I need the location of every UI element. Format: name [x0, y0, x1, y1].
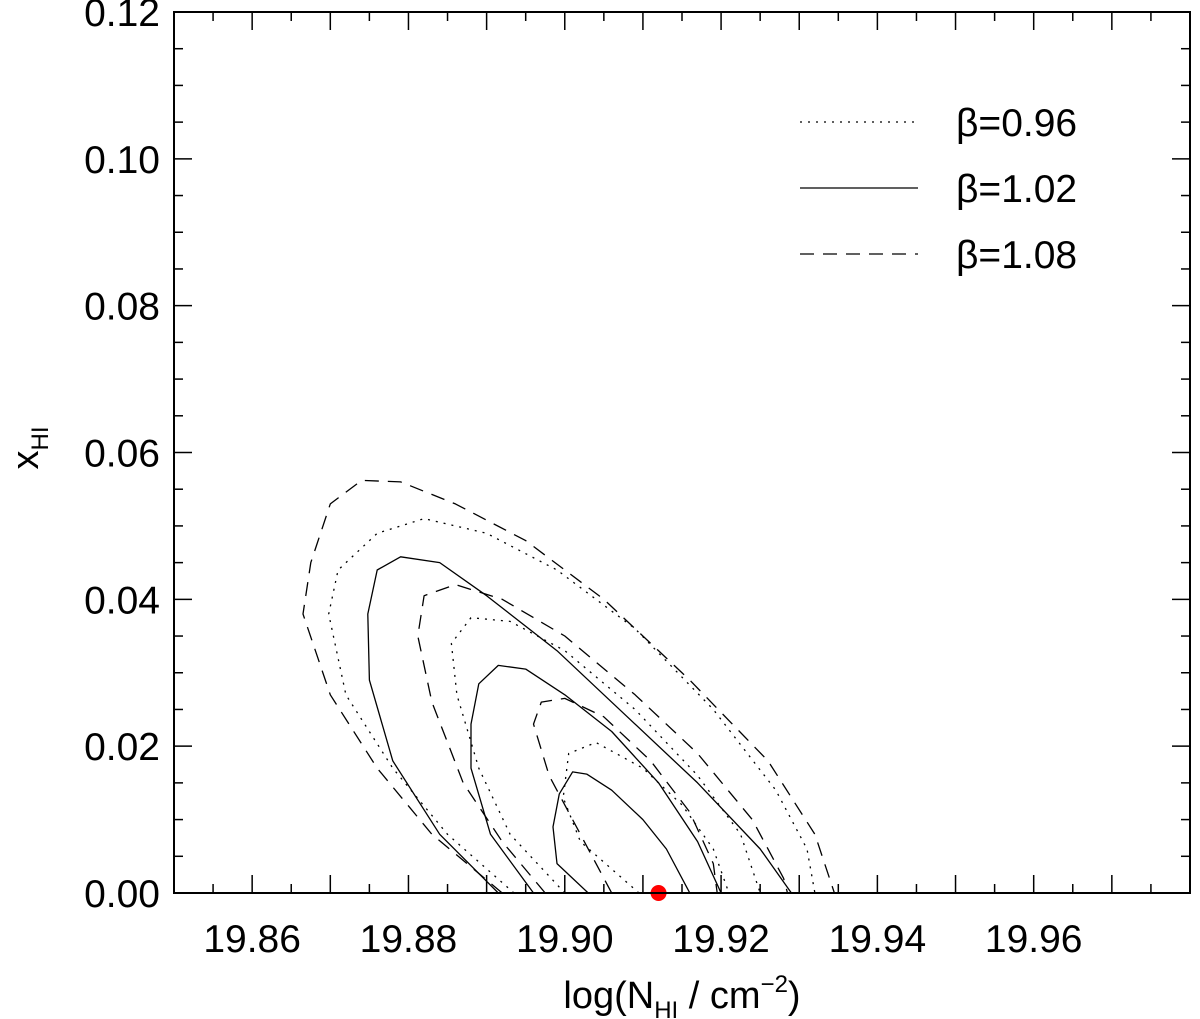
legend-label: β=1.08 [956, 234, 1077, 277]
x-tick-label: 19.86 [203, 918, 301, 961]
contour-dashed [532, 697, 718, 894]
contour-dotted [562, 741, 730, 894]
contour-lines [302, 479, 836, 894]
x-tick-label: 19.88 [360, 918, 458, 961]
x-tick-label: 19.94 [829, 918, 927, 961]
y-tick-label: 0.04 [84, 579, 160, 622]
y-tick-labels: 0.00 0.02 0.04 0.06 0.08 0.10 0.12 [84, 0, 160, 916]
legend-label: β=1.02 [956, 168, 1077, 211]
x-axis-label: log(NHI / cm−2) [563, 971, 800, 1019]
y-axis-label: xHI [5, 427, 54, 470]
contour-dotted [450, 617, 761, 894]
y-tick-label: 0.08 [84, 286, 160, 329]
x-tick-label: 19.90 [516, 918, 614, 961]
x-tick-label: 19.92 [672, 918, 770, 961]
x-tick-label: 19.96 [985, 918, 1083, 961]
y-tick-label: 0.06 [84, 433, 160, 476]
contour-solid [367, 556, 793, 894]
contour-solid [552, 771, 691, 894]
contour-solid [470, 664, 722, 894]
contour-dashed [417, 583, 789, 894]
y-tick-label: 0.10 [84, 139, 160, 182]
y-tick-label: 0.02 [84, 726, 160, 769]
y-tick-label: 0.12 [84, 0, 160, 35]
legend-label: β=0.96 [956, 102, 1077, 145]
y-tick-label: 0.00 [84, 873, 160, 916]
x-tick-labels: 19.86 19.88 19.90 19.92 19.94 19.96 [203, 918, 1082, 961]
axis-ticks [173, 11, 1191, 894]
legend: β=0.96 β=1.02 β=1.08 [800, 102, 1077, 277]
contour-dashed [302, 479, 836, 894]
